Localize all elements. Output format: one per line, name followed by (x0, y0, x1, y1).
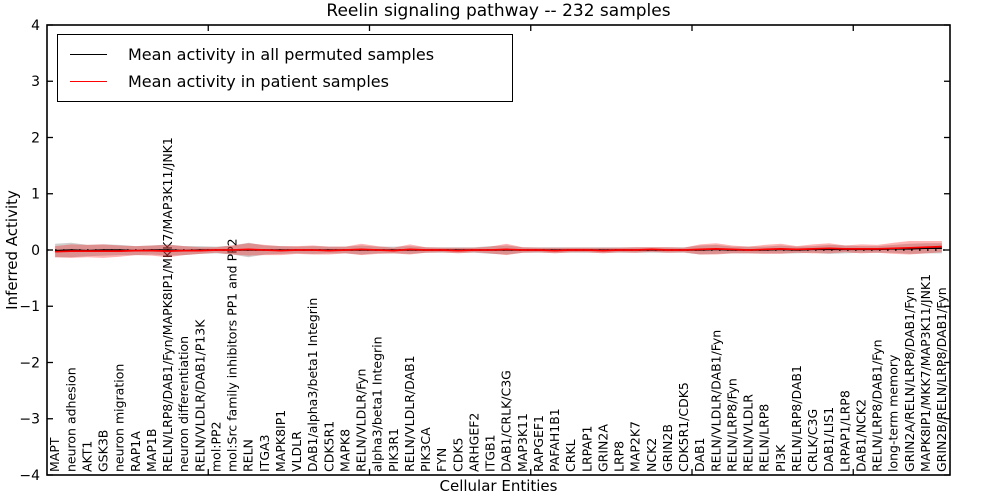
y-tick-label: 1 (31, 187, 40, 203)
series-group (47, 241, 950, 258)
x-tick-label: MAP3K11 (515, 413, 530, 472)
x-tick-label: GRIN2A/RELN/LRP8/DAB1/Fyn (902, 287, 917, 472)
x-tick-label: alpha3/beta1 Integrin (370, 336, 385, 472)
x-tick-label: MAPK8IP1/MKK7/MAP3K11/JNK1 (918, 274, 933, 472)
legend-item-permuted: Mean activity in all permuted samples (70, 41, 502, 68)
legend: Mean activity in all permuted samples Me… (57, 34, 513, 102)
x-tick-label: neuron migration (112, 364, 127, 472)
x-tick-label: LRPAP1 (579, 426, 594, 472)
x-tick-label: RELN/LRP8/Fyn (724, 378, 739, 472)
x-tick-label: neuron adhesion (63, 367, 78, 472)
x-tick-label: mol:Src family inhibitors PP1 and PP2 (225, 238, 240, 472)
x-tick-label: GRIN2B (660, 424, 675, 472)
x-tick-label: GSK3B (96, 430, 111, 472)
x-tick-label: CDK5 (450, 437, 465, 472)
x-tick-label: long-term memory (886, 354, 901, 472)
x-axis-label: Cellular Entities (439, 477, 558, 495)
x-tick-label: GRIN2B/RELN/LRP8/DAB1/Fyn (934, 287, 949, 472)
x-tick-label: RAPGEF1 (531, 415, 546, 472)
y-tick-label: 4 (31, 18, 40, 34)
x-tick-label: GRIN2A (595, 424, 610, 472)
y-tick-label: −4 (19, 468, 40, 484)
x-tick-label: CDK5R1/CDK5 (676, 382, 691, 472)
x-tick-label: CRKL (563, 439, 578, 472)
x-tick-label: RELN/VLDLR/Fyn (354, 369, 369, 472)
x-tick-label: ARHGEF2 (466, 413, 481, 472)
y-tick-label: 0 (31, 243, 40, 259)
x-tick-label: DAB1 (692, 438, 707, 473)
x-tick-label: RELN (241, 439, 256, 472)
y-tick-labels-group: 4 3 2 1 0 −1 −2 −3 −4 (19, 18, 40, 484)
x-tick-label: VLDLR (289, 431, 304, 472)
x-tick-label: neuron differentiation (176, 336, 191, 472)
x-tick-label: mol:PP2 (208, 421, 223, 472)
x-tick-label: RELN/VLDLR/DAB1/Fyn (708, 330, 723, 472)
x-tick-label: RAP1A (128, 431, 143, 472)
y-tick-label: −1 (19, 299, 40, 315)
x-tick-label: RELN/LRP8/DAB1 (789, 365, 804, 472)
y-tick-label: −2 (19, 355, 40, 371)
patient-line-swatch (70, 81, 107, 82)
x-tick-label: RELN/LRP8/DAB1/Fyn/MAPK8IP1/MKK7/MAP3K11… (160, 137, 175, 472)
x-tick-label: LRPAP1/LRP8 (837, 390, 852, 472)
ticks-group (47, 24, 950, 476)
x-tick-label: DAB1/LIS1 (821, 407, 836, 472)
permuted-line-swatch (70, 54, 107, 55)
x-tick-label: NCK2 (644, 438, 659, 472)
x-tick-label: PIK3R1 (386, 428, 401, 472)
x-tick-label: RELN/VLDLR/DAB1/P13K (192, 319, 207, 472)
patient-mean-line (55, 245, 942, 253)
y-tick-label: 3 (31, 74, 40, 90)
x-tick-label: MAP2K7 (628, 421, 643, 472)
x-tick-label: DAB1/NCK2 (853, 399, 868, 472)
legend-label-patient: Mean activity in patient samples (128, 72, 389, 91)
x-tick-label: DAB1/CRLK/C3G (499, 370, 514, 472)
x-tick-label: DAB1/alpha3/beta1 Integrin (305, 298, 320, 472)
x-tick-label: RELN/VLDLR (741, 394, 756, 472)
x-tick-label: LRP8 (612, 441, 627, 472)
x-tick-label: ITGB1 (483, 434, 498, 472)
x-tick-label: RELN/LRP8 (757, 404, 772, 472)
x-tick-label: MAP1B (144, 429, 159, 472)
x-tick-label: PI3K (773, 444, 788, 472)
x-tick-label: PIK3CA (418, 427, 433, 472)
x-tick-label: FYN (434, 448, 449, 472)
x-tick-label: RELN/VLDLR/DAB1 (402, 355, 417, 472)
x-tick-label: CRLK/C3G (805, 409, 820, 472)
x-tick-label: RELN/LRP8/DAB1/Fyn (870, 339, 885, 472)
y-tick-label: 2 (31, 130, 40, 146)
x-tick-labels-group: MAPT neuron adhesion AKT1 GSK3B neuron migra… (47, 137, 949, 472)
x-tick-label: CDK5R1 (321, 421, 336, 472)
legend-label-permuted: Mean activity in all permuted samples (128, 45, 435, 64)
x-tick-label: ITGA3 (257, 434, 272, 472)
chart-title: Reelin signaling pathway -- 232 samples (326, 1, 671, 21)
x-tick-label: PAFAH1B1 (547, 408, 562, 472)
legend-item-patient: Mean activity in patient samples (70, 68, 502, 95)
x-tick-label: AKT1 (79, 441, 94, 472)
x-tick-label: MAPK8 (337, 429, 352, 472)
y-tick-label: −3 (19, 412, 40, 428)
x-tick-label: MAPK8IP1 (273, 410, 288, 472)
x-tick-label: MAPT (47, 437, 62, 472)
